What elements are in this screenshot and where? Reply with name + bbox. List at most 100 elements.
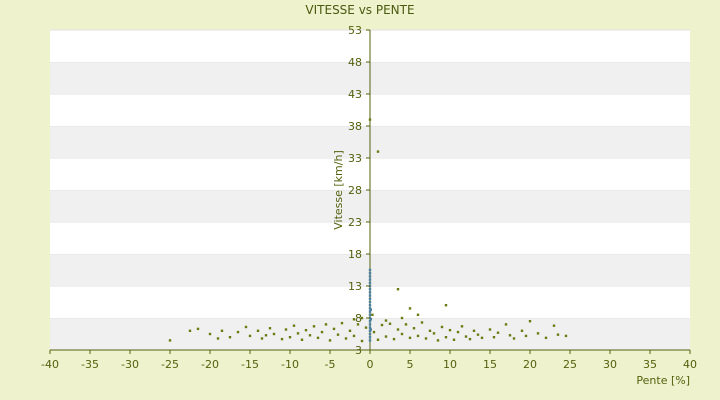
data-point xyxy=(468,337,472,341)
data-point xyxy=(488,328,492,331)
data-point xyxy=(348,329,352,332)
x-tick-labels: -40 -35 -30 -25 -20 -15 -10 -5 0 5 10 15 20 25 30 35 40 xyxy=(41,358,697,371)
data-point xyxy=(400,316,404,320)
data-point xyxy=(456,330,460,334)
data-point xyxy=(316,336,320,340)
data-point xyxy=(168,339,172,342)
data-point xyxy=(208,332,212,336)
data-point xyxy=(284,328,288,331)
y-tick-label: 18 xyxy=(348,248,362,261)
data-point xyxy=(476,333,480,336)
data-point xyxy=(308,334,312,337)
data-point xyxy=(508,334,512,337)
data-point xyxy=(356,323,360,326)
data-point xyxy=(248,334,252,338)
data-point xyxy=(288,336,292,339)
data-point xyxy=(292,324,296,327)
data-point xyxy=(376,338,380,341)
data-point xyxy=(372,330,376,334)
data-point xyxy=(396,288,400,291)
chart-title: VITESSE vs PENTE xyxy=(305,3,414,17)
data-point xyxy=(368,281,372,284)
data-point xyxy=(428,329,432,332)
data-point xyxy=(528,320,532,323)
y-tick-label: 48 xyxy=(348,56,362,69)
data-point xyxy=(328,339,332,342)
y-tick-label: 3 xyxy=(355,344,362,357)
x-axis xyxy=(49,349,691,354)
data-point xyxy=(368,291,372,294)
data-point xyxy=(360,316,364,320)
data-point xyxy=(368,339,372,342)
data-point xyxy=(352,334,356,338)
data-point xyxy=(440,325,444,329)
data-point xyxy=(272,332,276,336)
data-point xyxy=(544,336,548,340)
data-point xyxy=(452,338,456,341)
data-point xyxy=(368,300,372,304)
data-point xyxy=(260,337,264,340)
x-tick-label: -15 xyxy=(241,358,259,371)
y-tick-label: 33 xyxy=(348,152,362,165)
data-point xyxy=(556,333,560,336)
data-point xyxy=(512,337,516,340)
y-axis-label: Vitesse [km/h] xyxy=(332,150,345,230)
x-tick-label: -25 xyxy=(161,358,179,371)
data-point xyxy=(216,337,220,340)
data-point xyxy=(360,339,364,343)
data-point xyxy=(384,319,388,322)
data-point xyxy=(368,278,372,281)
data-point xyxy=(368,307,372,310)
data-point xyxy=(564,334,568,338)
x-tick-label: 10 xyxy=(443,358,457,371)
data-point xyxy=(368,118,372,121)
data-point xyxy=(340,321,344,325)
data-point xyxy=(188,329,192,332)
data-point xyxy=(371,313,374,316)
data-point xyxy=(236,330,240,334)
data-point xyxy=(368,323,372,326)
data-point xyxy=(480,336,484,340)
x-tick-label: -20 xyxy=(201,358,219,371)
data-point xyxy=(380,323,384,327)
x-tick-label: 15 xyxy=(483,358,497,371)
data-point xyxy=(460,325,464,328)
data-point xyxy=(344,337,348,340)
data-point xyxy=(320,330,324,334)
x-tick-label: -10 xyxy=(281,358,299,371)
y-tick-label: 43 xyxy=(348,88,362,101)
data-point xyxy=(472,329,476,332)
data-point xyxy=(444,336,448,339)
data-point xyxy=(312,325,316,328)
data-point xyxy=(504,323,508,326)
data-point xyxy=(448,328,452,332)
data-point xyxy=(424,337,428,340)
data-point xyxy=(444,304,448,307)
x-tick-label: 20 xyxy=(523,358,537,371)
data-point xyxy=(492,336,496,339)
data-point xyxy=(520,329,524,332)
data-point xyxy=(408,336,412,340)
x-tick-label: -35 xyxy=(81,358,99,371)
x-tick-label: 30 xyxy=(603,358,617,371)
x-axis-label: Pente [%] xyxy=(636,374,690,387)
data-point xyxy=(220,329,224,332)
data-point xyxy=(400,332,404,336)
data-point xyxy=(496,331,500,334)
data-point xyxy=(352,318,356,321)
data-point xyxy=(368,268,372,272)
data-point xyxy=(368,297,372,300)
data-point xyxy=(524,334,528,338)
data-point xyxy=(412,327,416,330)
y-tick-label: 28 xyxy=(348,184,362,197)
data-point xyxy=(369,308,372,311)
data-point xyxy=(369,328,372,331)
data-point xyxy=(324,323,328,326)
data-point xyxy=(228,336,232,339)
x-tick-label: 0 xyxy=(367,358,374,371)
data-point xyxy=(368,332,372,336)
data-point xyxy=(336,333,340,336)
data-point xyxy=(264,334,268,337)
